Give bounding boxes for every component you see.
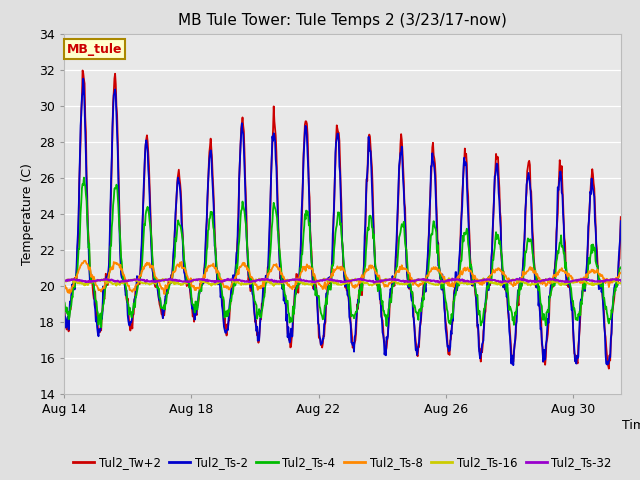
Tul2_Ts-2 — [339, 249, 347, 254]
Tul2_Tw+2 — [339, 247, 347, 252]
Line: Tul2_Ts-32: Tul2_Ts-32 — [64, 278, 621, 283]
Y-axis label: Temperature (C): Temperature (C) — [20, 163, 33, 264]
Tul2_Ts-8 — [436, 269, 444, 275]
Tul2_Ts-32 — [339, 279, 347, 285]
Line: Tul2_Ts-4: Tul2_Ts-4 — [64, 178, 621, 327]
Tul2_Ts-4 — [617, 264, 625, 270]
Legend: Tul2_Tw+2, Tul2_Ts-2, Tul2_Ts-4, Tul2_Ts-8, Tul2_Ts-16, Tul2_Ts-32: Tul2_Tw+2, Tul2_Ts-2, Tul2_Ts-4, Tul2_Ts… — [68, 452, 616, 474]
Line: Tul2_Ts-16: Tul2_Ts-16 — [64, 278, 621, 286]
Tul2_Tw+2 — [60, 295, 68, 301]
Title: MB Tule Tower: Tule Temps 2 (3/23/17-now): MB Tule Tower: Tule Temps 2 (3/23/17-now… — [178, 13, 507, 28]
Tul2_Ts-32 — [374, 279, 381, 285]
Tul2_Ts-32 — [60, 278, 68, 284]
Tul2_Ts-16 — [299, 281, 307, 287]
Tul2_Ts-8 — [81, 258, 89, 264]
Tul2_Tw+2 — [299, 174, 307, 180]
Tul2_Ts-8 — [300, 265, 307, 271]
Tul2_Ts-2 — [299, 180, 307, 185]
Tul2_Ts-2 — [371, 269, 379, 275]
Line: Tul2_Ts-2: Tul2_Ts-2 — [64, 79, 621, 365]
Tul2_Ts-4 — [436, 273, 444, 279]
Tul2_Ts-4 — [372, 267, 380, 273]
Tul2_Ts-4 — [203, 248, 211, 253]
Tul2_Ts-16 — [371, 281, 379, 287]
Tul2_Tw+2 — [436, 270, 444, 276]
Tul2_Ts-2 — [374, 276, 381, 281]
Tul2_Tw+2 — [79, 68, 86, 73]
Tul2_Ts-8 — [60, 280, 68, 286]
Tul2_Ts-4 — [80, 175, 88, 180]
Tul2_Ts-2 — [79, 76, 87, 82]
Tul2_Ts-2 — [202, 228, 210, 234]
Tul2_Tw+2 — [605, 366, 612, 372]
X-axis label: Time: Time — [622, 419, 640, 432]
Tul2_Ts-2 — [509, 362, 517, 368]
Tul2_Ts-16 — [202, 279, 209, 285]
Tul2_Ts-16 — [60, 278, 68, 284]
Tul2_Ts-8 — [375, 273, 383, 279]
Line: Tul2_Tw+2: Tul2_Tw+2 — [64, 71, 621, 369]
Tul2_Ts-32 — [436, 280, 444, 286]
Tul2_Ts-16 — [374, 280, 381, 286]
Tul2_Ts-2 — [436, 268, 444, 274]
Line: Tul2_Ts-8: Tul2_Ts-8 — [64, 261, 621, 294]
Tul2_Ts-32 — [298, 277, 306, 283]
Tul2_Ts-32 — [617, 278, 625, 284]
Tul2_Ts-16 — [339, 281, 347, 287]
Tul2_Ts-4 — [340, 257, 348, 263]
Tul2_Ts-4 — [375, 275, 383, 281]
Tul2_Ts-8 — [203, 268, 211, 274]
Tul2_Ts-32 — [371, 279, 379, 285]
Tul2_Ts-16 — [617, 280, 625, 286]
Tul2_Ts-8 — [372, 271, 380, 276]
Tul2_Ts-32 — [202, 277, 209, 283]
Tul2_Ts-8 — [617, 270, 625, 276]
Text: MB_tule: MB_tule — [67, 43, 122, 56]
Tul2_Tw+2 — [202, 235, 210, 240]
Tul2_Ts-2 — [617, 218, 625, 224]
Tul2_Tw+2 — [371, 263, 379, 268]
Tul2_Ts-16 — [270, 283, 278, 288]
Tul2_Tw+2 — [374, 279, 381, 285]
Tul2_Ts-4 — [97, 324, 105, 330]
Tul2_Ts-2 — [60, 303, 68, 309]
Tul2_Ts-32 — [311, 280, 319, 286]
Tul2_Ts-4 — [60, 299, 68, 304]
Tul2_Ts-16 — [445, 275, 452, 281]
Tul2_Ts-16 — [436, 281, 444, 287]
Tul2_Ts-32 — [546, 276, 554, 281]
Tul2_Ts-8 — [161, 291, 168, 297]
Tul2_Tw+2 — [617, 214, 625, 220]
Tul2_Ts-4 — [300, 230, 307, 236]
Tul2_Ts-8 — [340, 265, 348, 271]
